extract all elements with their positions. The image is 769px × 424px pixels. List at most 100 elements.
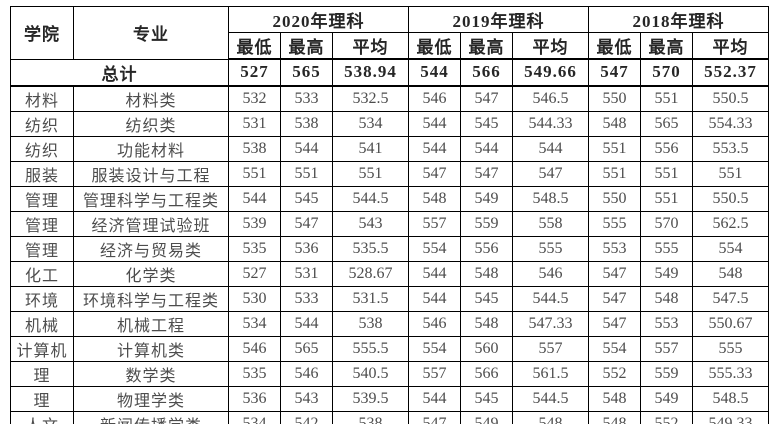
score-cell-2018-max: 548 bbox=[640, 285, 693, 312]
score-cell-2020-min: 527 bbox=[228, 260, 281, 287]
score-cell-2019-avg: 557 bbox=[512, 335, 589, 362]
score-cell-2019-avg: 558 bbox=[512, 210, 589, 237]
score-cell-2018-avg: 547.5 bbox=[692, 285, 769, 312]
score-cell-2019-max: 548 bbox=[460, 310, 513, 337]
total-label: 总计 bbox=[10, 58, 229, 87]
score-cell-2018-avg: 553.5 bbox=[692, 135, 769, 162]
score-cell-2019-max: 548 bbox=[460, 260, 513, 287]
score-cell-2020-max: 536 bbox=[280, 235, 333, 262]
score-cell-2019-max: 559 bbox=[460, 210, 513, 237]
score-cell-2018-avg: 548.5 bbox=[692, 385, 769, 412]
college-cell: 计算机 bbox=[10, 335, 74, 362]
score-cell-2019-avg: 548 bbox=[512, 410, 589, 424]
score-cell-2019-avg: 544 bbox=[512, 135, 589, 162]
table-row: 管理 管理科学与工程类 544 545 544.5 548 549 548.5 … bbox=[10, 185, 769, 212]
col-header-2019-min: 最低 bbox=[408, 32, 461, 60]
score-cell-2018-min: 550 bbox=[588, 85, 641, 112]
college-cell: 环境 bbox=[10, 285, 74, 312]
score-cell-2019-min: 544 bbox=[408, 285, 461, 312]
score-cell-2018-min: 555 bbox=[588, 210, 641, 237]
score-cell-2019-max: 544 bbox=[460, 135, 513, 162]
col-header-2020-max: 最高 bbox=[280, 32, 333, 60]
score-cell-2018-min: 548 bbox=[588, 385, 641, 412]
score-cell-2019-min: 546 bbox=[408, 85, 461, 112]
college-cell: 理 bbox=[10, 385, 74, 412]
score-cell-2019-avg: 544.5 bbox=[512, 385, 589, 412]
score-cell-2019-min: 544 bbox=[408, 135, 461, 162]
major-cell: 经济与贸易类 bbox=[73, 235, 229, 262]
score-cell-2018-avg: 550.5 bbox=[692, 185, 769, 212]
score-cell-2019-min: 548 bbox=[408, 185, 461, 212]
score-cell-2019-avg: 547.33 bbox=[512, 310, 589, 337]
total-2018-avg: 552.37 bbox=[692, 58, 769, 87]
score-cell-2019-min: 546 bbox=[408, 310, 461, 337]
col-header-2018-min: 最低 bbox=[588, 32, 641, 60]
major-cell: 纺织类 bbox=[73, 110, 229, 137]
score-cell-2018-min: 551 bbox=[588, 135, 641, 162]
score-cell-2020-max: 544 bbox=[280, 135, 333, 162]
score-cell-2020-avg: 534 bbox=[332, 110, 409, 137]
major-cell: 管理科学与工程类 bbox=[73, 185, 229, 212]
score-cell-2019-avg: 561.5 bbox=[512, 360, 589, 387]
score-cell-2019-min: 554 bbox=[408, 335, 461, 362]
col-header-2019-max: 最高 bbox=[460, 32, 513, 60]
score-cell-2018-max: 552 bbox=[640, 410, 693, 424]
score-cell-2020-min: 531 bbox=[228, 110, 281, 137]
major-cell: 环境科学与工程类 bbox=[73, 285, 229, 312]
college-cell: 纺织 bbox=[10, 135, 74, 162]
total-row: 总计 527 565 538.94 544 566 549.66 547 570… bbox=[10, 58, 769, 87]
score-cell-2018-min: 548 bbox=[588, 410, 641, 424]
score-cell-2020-max: 543 bbox=[280, 385, 333, 412]
score-cell-2019-avg: 555 bbox=[512, 235, 589, 262]
score-cell-2018-max: 549 bbox=[640, 385, 693, 412]
major-cell: 机械工程 bbox=[73, 310, 229, 337]
score-cell-2019-min: 557 bbox=[408, 210, 461, 237]
score-cell-2018-min: 550 bbox=[588, 185, 641, 212]
score-cell-2019-avg: 546.5 bbox=[512, 85, 589, 112]
major-cell: 功能材料 bbox=[73, 135, 229, 162]
score-cell-2019-max: 545 bbox=[460, 285, 513, 312]
score-cell-2018-avg: 548 bbox=[692, 260, 769, 287]
college-cell: 材料 bbox=[10, 85, 74, 112]
score-cell-2020-max: 565 bbox=[280, 335, 333, 362]
score-cell-2018-min: 552 bbox=[588, 360, 641, 387]
major-cell: 数学类 bbox=[73, 360, 229, 387]
score-cell-2018-min: 554 bbox=[588, 335, 641, 362]
header-row-years: 学院 专业 2020年理科 2019年理科 2018年理科 bbox=[10, 6, 769, 60]
col-header-major: 专业 bbox=[73, 6, 229, 60]
score-cell-2020-avg: 543 bbox=[332, 210, 409, 237]
score-cell-2019-max: 566 bbox=[460, 360, 513, 387]
score-cell-2020-min: 534 bbox=[228, 410, 281, 424]
score-cell-2020-min: 530 bbox=[228, 285, 281, 312]
college-cell: 管理 bbox=[10, 210, 74, 237]
score-cell-2018-avg: 551 bbox=[692, 160, 769, 187]
score-cell-2018-avg: 562.5 bbox=[692, 210, 769, 237]
col-header-2019-avg: 平均 bbox=[512, 32, 589, 60]
score-cell-2018-max: 551 bbox=[640, 160, 693, 187]
score-cell-2020-min: 538 bbox=[228, 135, 281, 162]
score-cell-2019-max: 549 bbox=[460, 410, 513, 424]
table-row: 环境 环境科学与工程类 530 533 531.5 544 545 544.5 … bbox=[10, 285, 769, 312]
score-cell-2020-avg: 538 bbox=[332, 410, 409, 424]
college-cell: 机械 bbox=[10, 310, 74, 337]
score-cell-2018-max: 559 bbox=[640, 360, 693, 387]
college-cell: 管理 bbox=[10, 185, 74, 212]
score-cell-2020-min: 551 bbox=[228, 160, 281, 187]
col-header-college: 学院 bbox=[10, 6, 74, 60]
score-cell-2018-max: 551 bbox=[640, 85, 693, 112]
score-cell-2020-avg: 555.5 bbox=[332, 335, 409, 362]
score-cell-2018-avg: 550.67 bbox=[692, 310, 769, 337]
table-row: 理 物理学类 536 543 539.5 544 545 544.5 548 5… bbox=[10, 385, 769, 412]
total-2019-avg: 549.66 bbox=[512, 58, 589, 87]
score-cell-2020-max: 531 bbox=[280, 260, 333, 287]
score-cell-2018-avg: 555 bbox=[692, 335, 769, 362]
total-2020-max: 565 bbox=[280, 58, 333, 87]
score-cell-2019-avg: 548.5 bbox=[512, 185, 589, 212]
score-cell-2020-avg: 544.5 bbox=[332, 185, 409, 212]
score-cell-2018-max: 570 bbox=[640, 210, 693, 237]
score-cell-2018-min: 547 bbox=[588, 285, 641, 312]
score-cell-2018-max: 551 bbox=[640, 185, 693, 212]
score-cell-2020-min: 546 bbox=[228, 335, 281, 362]
score-cell-2018-min: 547 bbox=[588, 260, 641, 287]
